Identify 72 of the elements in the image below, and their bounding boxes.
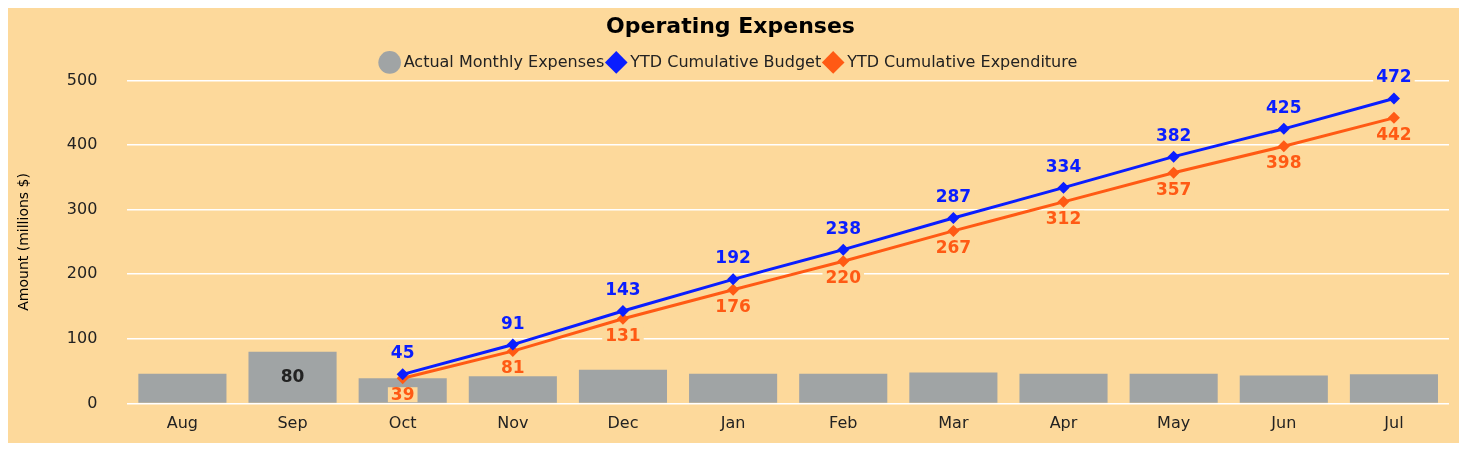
point xyxy=(947,212,960,224)
point xyxy=(1057,181,1070,194)
data-label: 425 xyxy=(1266,96,1302,117)
legend-label: Actual Monthly Expenses xyxy=(403,51,605,71)
data-label: 312 xyxy=(1045,207,1082,228)
bar xyxy=(909,372,998,403)
point xyxy=(396,368,409,381)
point xyxy=(1277,122,1290,135)
x-tick-label: Nov xyxy=(497,413,529,433)
point xyxy=(1057,195,1070,208)
point xyxy=(837,255,850,268)
data-label: 238 xyxy=(825,217,861,238)
point xyxy=(947,224,960,237)
bar xyxy=(1019,373,1108,403)
x-tick-label: Feb xyxy=(829,413,858,433)
x-tick-label: May xyxy=(1157,413,1191,433)
data-label: 192 xyxy=(715,247,751,268)
point xyxy=(837,243,850,256)
x-tick-label: Apr xyxy=(1049,413,1078,433)
point xyxy=(1167,150,1180,163)
legend-label: YTD Cumulative Expenditure xyxy=(846,51,1078,71)
data-label: 472 xyxy=(1376,66,1412,87)
point xyxy=(727,273,740,286)
x-tick-label: Aug xyxy=(166,413,199,433)
bar xyxy=(1349,374,1438,403)
point xyxy=(1277,140,1290,153)
bar xyxy=(1129,373,1218,403)
y-tick-label: 0 xyxy=(87,392,98,412)
bar xyxy=(468,376,557,403)
y-tick-label: 300 xyxy=(66,198,98,218)
data-label: 334 xyxy=(1045,155,1082,176)
bar xyxy=(799,373,888,403)
chart-title: Operating Expenses xyxy=(606,12,855,38)
x-tick-label: Jan xyxy=(719,413,746,433)
point xyxy=(1387,92,1400,105)
data-label: 176 xyxy=(715,295,751,316)
data-label: 143 xyxy=(605,278,641,299)
legend-label: YTD Cumulative Budget xyxy=(629,51,822,71)
x-tick-label: Oct xyxy=(388,413,417,433)
y-axis-title: Amount (millions $) xyxy=(15,173,32,311)
bar xyxy=(578,369,668,403)
bar xyxy=(248,351,337,403)
x-tick-label: Sep xyxy=(277,413,308,433)
data-label: 398 xyxy=(1266,152,1302,173)
data-label: 131 xyxy=(605,324,641,345)
data-label: 357 xyxy=(1155,178,1192,199)
y-tick-label: 500 xyxy=(66,69,98,89)
data-label: 267 xyxy=(935,236,972,257)
point xyxy=(506,338,519,351)
point xyxy=(1167,166,1180,179)
x-tick-label: Dec xyxy=(607,413,639,433)
x-tick-label: Jul xyxy=(1383,413,1404,433)
data-label: 45 xyxy=(390,342,415,363)
bar xyxy=(138,373,227,403)
point xyxy=(727,283,740,296)
data-label: 220 xyxy=(825,267,862,288)
data-label: 91 xyxy=(500,312,525,333)
point xyxy=(1387,111,1400,124)
x-tick-label: Mar xyxy=(938,413,969,433)
data-label: 80 xyxy=(280,365,305,386)
x-tick-label: Jun xyxy=(1270,413,1297,433)
y-tick-label: 400 xyxy=(66,134,98,154)
y-tick-label: 200 xyxy=(66,263,98,283)
bar xyxy=(1239,375,1328,403)
bar xyxy=(689,373,778,403)
data-label: 39 xyxy=(390,384,415,405)
data-label: 442 xyxy=(1376,123,1412,144)
point xyxy=(616,305,629,318)
data-label: 81 xyxy=(500,357,525,377)
data-label: 382 xyxy=(1155,124,1192,145)
data-label: 287 xyxy=(935,185,972,206)
y-tick-label: 100 xyxy=(66,327,98,347)
